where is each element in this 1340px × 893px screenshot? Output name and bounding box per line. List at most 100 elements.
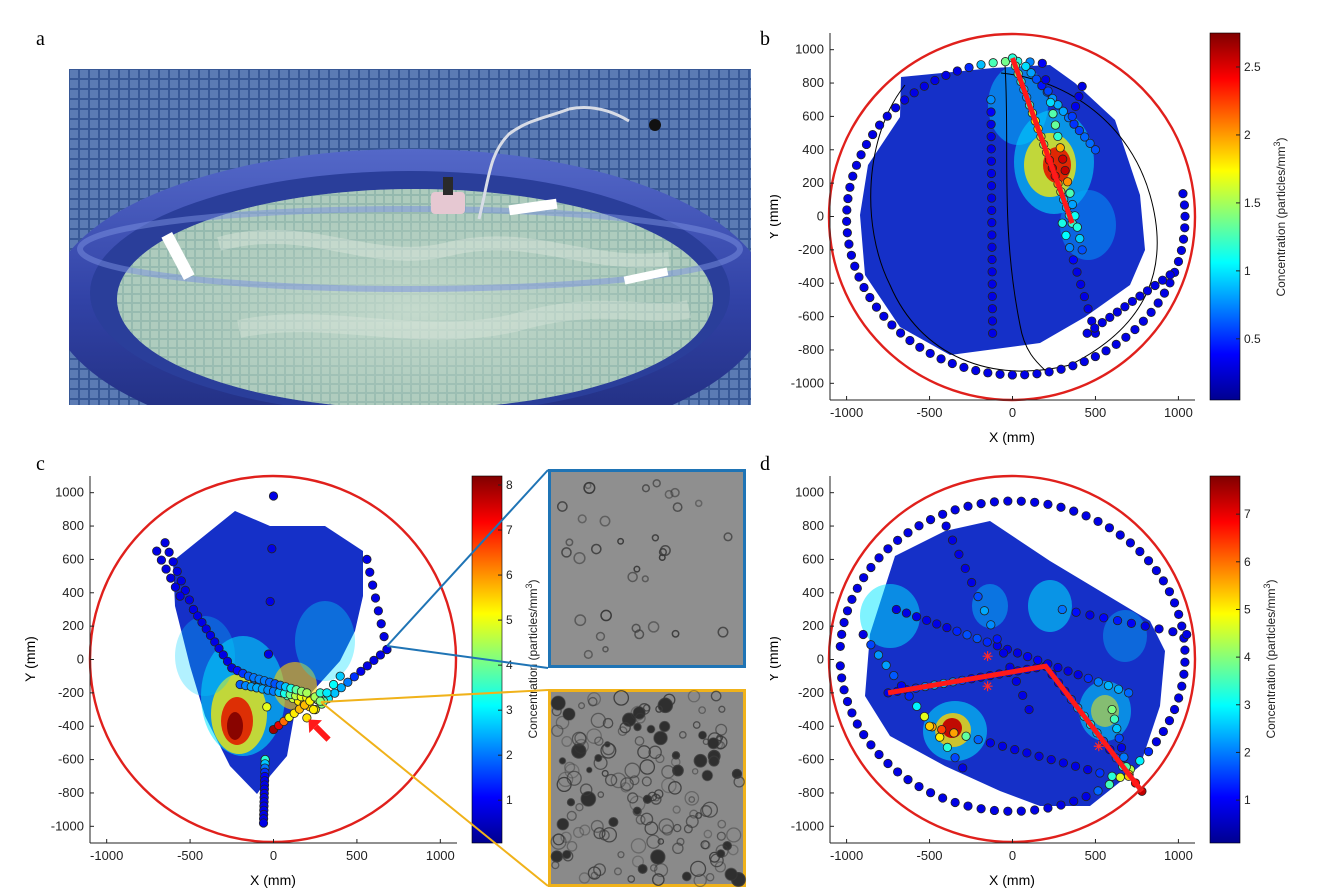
particle <box>648 745 662 759</box>
particle <box>550 695 566 711</box>
particle <box>557 771 574 788</box>
colorbar-tick-label: 7 <box>506 523 513 537</box>
particle <box>562 849 572 860</box>
path-line-d <box>887 663 1144 793</box>
track-sample-point <box>1112 307 1122 317</box>
particle <box>701 769 714 782</box>
track-sample-point <box>349 672 359 682</box>
y-tick-label: 200 <box>802 618 824 633</box>
track-sample-point <box>156 555 166 565</box>
track-sample-point <box>1026 68 1036 78</box>
track-sample-point <box>843 193 853 204</box>
track-sample-point <box>368 580 378 590</box>
track-sample-point <box>858 629 868 640</box>
particle <box>700 805 713 818</box>
track-sample-point <box>1120 302 1130 312</box>
track-sample-point <box>172 566 182 576</box>
particle <box>658 818 675 834</box>
track-sample-point <box>842 606 853 616</box>
track-sample-point <box>871 302 882 312</box>
particle <box>673 823 682 833</box>
track-sample-point <box>1083 304 1093 314</box>
particle <box>573 551 586 565</box>
y-tick-label: -1000 <box>791 818 824 833</box>
track-sample-point <box>950 505 960 515</box>
track-sample-point <box>852 583 862 593</box>
track-sample-point <box>919 712 930 722</box>
track-sample-point <box>1182 629 1192 640</box>
particle <box>599 515 611 527</box>
track-sample-point <box>1135 291 1145 301</box>
track-sample-point <box>160 538 170 548</box>
colorbar-d <box>1209 475 1241 844</box>
track-sample-point <box>1164 587 1175 597</box>
particle <box>723 532 733 542</box>
track-sample-point <box>837 673 847 683</box>
track-sample-point <box>961 731 971 741</box>
track-sample-point <box>1095 768 1105 778</box>
track-sample-point <box>268 491 279 501</box>
track-sample-point <box>1056 502 1066 512</box>
track-sample-point <box>859 730 869 740</box>
track-sample-point <box>1083 673 1093 683</box>
track-sample-point <box>1176 245 1187 256</box>
track-sample-point <box>874 120 885 130</box>
particle <box>659 544 671 557</box>
track-sample-point <box>1081 791 1091 802</box>
x-axis-label-c: X (mm) <box>250 872 296 888</box>
track-sample-point <box>267 544 277 554</box>
track-sample-point <box>952 626 962 636</box>
particle <box>566 798 576 807</box>
particle <box>635 814 646 825</box>
particle <box>601 769 609 777</box>
track-sample-point <box>1103 681 1114 691</box>
track-sample-point <box>866 740 876 750</box>
particle <box>693 753 708 768</box>
track-sample-point <box>998 648 1009 658</box>
particle <box>593 827 606 840</box>
particle <box>671 629 680 638</box>
track-sample-point <box>938 509 948 519</box>
track-sample-point <box>1164 716 1175 726</box>
track-sample-point <box>844 239 854 249</box>
track-sample-point <box>932 619 942 629</box>
track-sample-point <box>1077 245 1087 255</box>
colorbar-label-b: Concentration (particles/mm3) <box>1272 137 1288 296</box>
particle <box>690 860 707 877</box>
track-sample-point <box>1067 111 1077 122</box>
track-sample-point <box>986 95 996 105</box>
track-sample-point <box>919 81 929 91</box>
track-sample-point <box>842 228 852 238</box>
track-sample-point <box>1058 106 1068 116</box>
particle <box>639 759 656 775</box>
particle <box>726 827 742 843</box>
track-sample-point <box>1021 61 1031 71</box>
track-sample-point <box>846 250 857 260</box>
track-sample-point <box>263 649 274 659</box>
particle <box>637 863 648 874</box>
particle <box>556 817 570 831</box>
particle <box>577 514 587 524</box>
colorbar-tick-label: 2 <box>1244 128 1251 142</box>
particle <box>653 789 664 799</box>
track-sample-point <box>954 549 964 559</box>
track-sample-point <box>983 368 993 378</box>
colorbar-tick-label: 2 <box>1244 745 1251 759</box>
particle <box>718 705 726 713</box>
particle <box>558 757 567 765</box>
colorbar-tick-label: 1 <box>1244 264 1251 278</box>
particle <box>640 812 654 826</box>
colorbar-tick-label: 8 <box>506 478 513 492</box>
particle <box>633 565 641 573</box>
track-sample-point <box>881 660 891 670</box>
track-sample-point <box>986 144 996 154</box>
y-tick-label: -200 <box>798 242 824 257</box>
track-sample-point <box>315 696 325 706</box>
y-tick-label: -800 <box>798 342 824 357</box>
axes-c: -1000 -500 0 500 1000 -1000 -800 -600 -400 -200 0 2… <box>51 476 457 863</box>
track-sample-point <box>1069 506 1079 516</box>
particle <box>688 796 696 803</box>
particle <box>604 773 618 787</box>
y-tick-label: 600 <box>802 108 824 123</box>
track-sample-point <box>362 554 372 565</box>
